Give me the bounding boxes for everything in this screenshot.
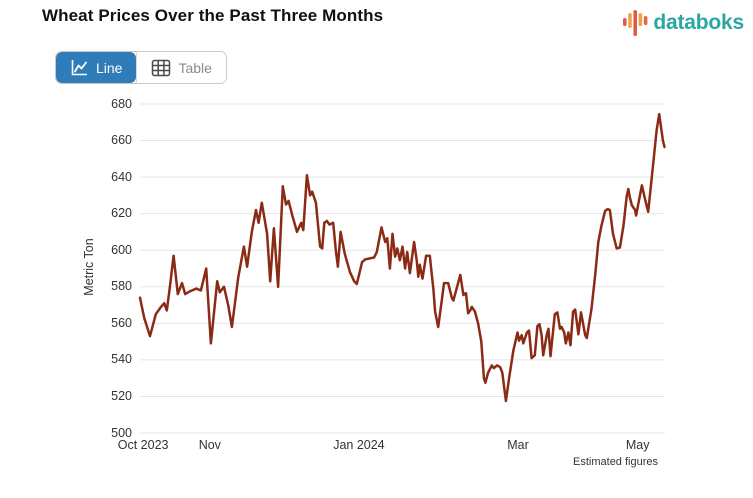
x-tick-label: Nov xyxy=(198,438,221,452)
y-tick-label: 560 xyxy=(111,315,132,330)
databoks-bars-icon xyxy=(623,8,650,38)
y-tick-label: 500 xyxy=(111,425,132,440)
logo-wordmark: databoks xyxy=(653,11,744,34)
page-title: Wheat Prices Over the Past Three Months xyxy=(42,6,384,25)
y-tick-label: 520 xyxy=(111,388,132,403)
y-tick-label: 620 xyxy=(111,206,132,221)
x-tick-label: May xyxy=(625,438,650,452)
line-chart-icon xyxy=(70,58,89,77)
y-tick-label: 580 xyxy=(111,279,132,294)
y-tick-label: 680 xyxy=(111,96,132,111)
x-tick-label: Oct 2023 xyxy=(117,438,169,452)
databoks-logo[interactable]: databoks xyxy=(623,8,744,38)
price-line xyxy=(138,112,666,403)
line-view-label: Line xyxy=(96,59,123,76)
table-view-label: Table xyxy=(178,59,212,76)
x-tick-label: Mar xyxy=(507,438,529,452)
y-tick-label: 540 xyxy=(111,352,132,367)
line-view-button[interactable]: Line xyxy=(56,52,137,83)
view-toggle: Line Table xyxy=(55,51,227,84)
y-tick-label: 640 xyxy=(111,169,132,184)
x-tick-label: Jan 2024 xyxy=(333,438,385,452)
y-tick-label: 600 xyxy=(111,242,132,257)
table-view-button[interactable]: Table xyxy=(136,52,226,83)
footnote: Estimated figures xyxy=(573,456,658,468)
y-tick-label: 660 xyxy=(111,133,132,148)
y-axis-title: Metric Ton xyxy=(82,238,96,296)
table-grid-icon xyxy=(151,59,171,77)
